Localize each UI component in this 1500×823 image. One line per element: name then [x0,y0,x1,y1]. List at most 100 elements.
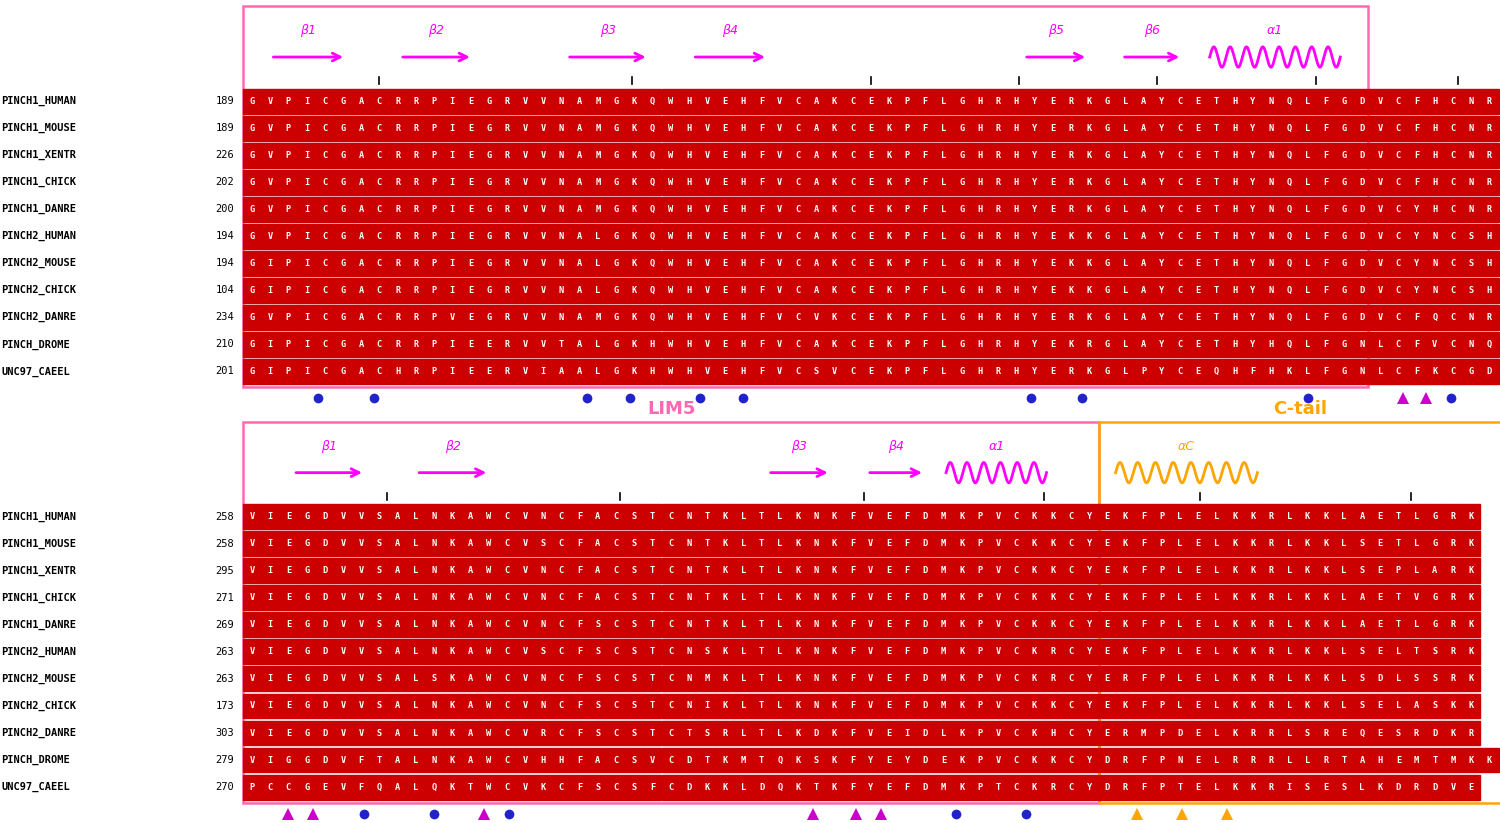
Bar [608,224,625,249]
Bar [370,116,388,141]
Text: L: L [1287,674,1292,683]
Text: P: P [1160,566,1164,575]
Bar [1299,612,1317,637]
Bar [297,639,316,664]
Text: Q: Q [650,151,656,160]
Text: PINCH1_DANRE: PINCH1_DANRE [2,204,76,214]
Text: A: A [578,232,582,241]
Bar [952,197,970,221]
Text: S: S [376,539,382,548]
Text: R: R [1068,96,1074,105]
Bar [1480,197,1498,221]
Bar [735,667,753,691]
Bar [334,197,352,221]
Text: R: R [996,178,1000,187]
Bar [588,170,608,195]
Text: G: G [486,258,492,267]
Bar [807,170,825,195]
Bar [807,721,825,746]
Text: G: G [249,96,255,105]
Bar [1444,558,1462,584]
Bar [243,89,261,114]
Text: L: L [413,783,419,792]
Bar [1299,116,1317,141]
Text: Y: Y [1250,232,1256,241]
Text: K: K [1232,648,1238,657]
Bar [243,532,261,556]
Bar [498,747,516,773]
Bar [370,305,388,330]
Text: C: C [1014,701,1019,710]
Bar [1208,170,1225,195]
Bar [789,170,807,195]
Text: C: C [1178,178,1182,187]
Text: C: C [1178,367,1182,376]
Bar [934,558,952,584]
Bar [261,332,279,357]
Bar [716,305,735,330]
Bar [279,170,297,195]
Text: P: P [432,123,436,133]
Bar [406,278,424,303]
Text: C: C [1178,258,1182,267]
Bar [297,278,316,303]
Text: K: K [1086,123,1092,133]
Bar [243,224,261,249]
Bar [1335,558,1353,584]
Text: L: L [1305,151,1310,160]
Bar [388,359,406,384]
Bar [297,694,316,718]
Text: T: T [1396,621,1401,630]
Text: V: V [868,728,873,737]
Text: T: T [813,783,819,792]
Text: C: C [504,783,510,792]
Text: V: V [705,232,710,241]
Bar [1280,747,1299,773]
Bar [552,251,570,276]
Bar [1044,667,1062,691]
Bar [498,305,516,330]
Bar [552,197,570,221]
Text: V: V [358,512,364,521]
Bar [970,721,988,746]
Text: E: E [1377,648,1383,657]
Bar [1317,89,1335,114]
Bar [1299,504,1317,529]
Bar [516,116,534,141]
Bar [789,774,807,799]
Bar [1444,612,1462,637]
Bar [1244,170,1262,195]
Bar [1262,332,1280,357]
Bar [424,585,442,611]
Bar [516,667,534,691]
Bar [498,558,516,584]
Text: A: A [358,258,364,267]
Bar [534,694,552,718]
Bar [1154,639,1172,664]
Text: N: N [432,728,436,737]
Bar [1190,142,1208,168]
Bar [1244,197,1262,221]
Text: S: S [1468,232,1474,241]
Text: C: C [504,539,510,548]
Bar [1062,278,1080,303]
Text: R: R [1414,728,1419,737]
Bar [1080,639,1098,664]
Bar [1208,332,1225,357]
Bar [716,558,735,584]
Bar [462,142,480,168]
Text: D: D [1359,123,1365,133]
Bar [735,774,753,799]
Text: L: L [1396,648,1401,657]
Bar [1044,694,1062,718]
Text: H: H [1232,286,1238,295]
Bar [1280,278,1299,303]
Bar [789,747,807,773]
Text: H: H [1232,96,1238,105]
Text: M: M [596,123,600,133]
Text: A: A [578,367,582,376]
Bar [898,504,916,529]
Bar [1371,747,1389,773]
Text: Q: Q [777,783,783,792]
Bar [1425,359,1444,384]
